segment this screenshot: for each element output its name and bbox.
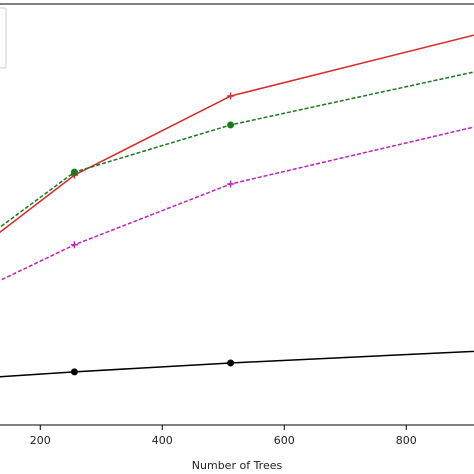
point — [70, 168, 78, 176]
x-tick-label: 800 — [396, 434, 417, 447]
x-tick-label: 400 — [152, 434, 173, 447]
series-line — [0, 34, 474, 234]
point — [227, 92, 235, 100]
x-tick-label: 200 — [30, 434, 51, 447]
point — [70, 368, 78, 376]
x-axis-label: Number of Trees — [192, 459, 283, 472]
x-tick-label: 600 — [274, 434, 295, 447]
series-line — [0, 71, 474, 229]
point — [227, 359, 235, 367]
plot-area — [0, 34, 474, 378]
series-line — [0, 126, 474, 282]
point — [227, 180, 235, 188]
point — [70, 241, 78, 249]
legend-box — [0, 7, 7, 69]
series-line — [0, 350, 474, 378]
point — [227, 121, 235, 129]
